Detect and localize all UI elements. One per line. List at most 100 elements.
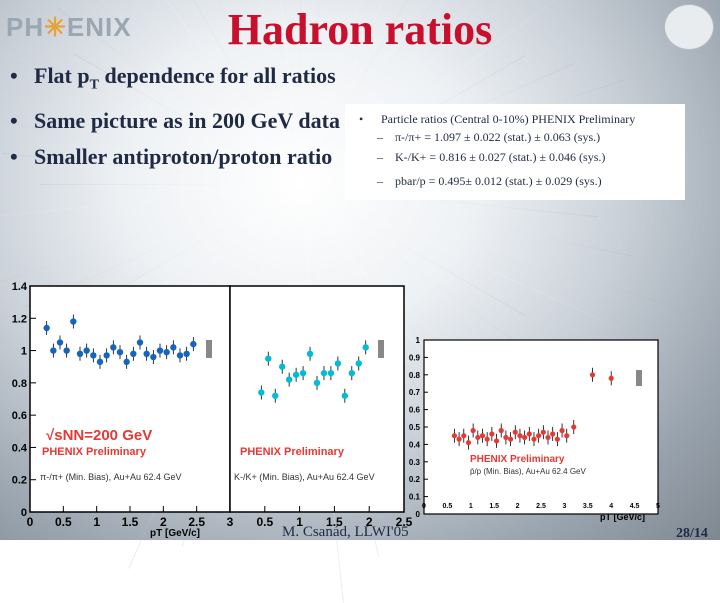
kaon-ratio-point [285,376,293,383]
pion-ratio-point [83,347,90,354]
x-tick-label: 0 [27,515,34,529]
y-tick-label: 0.6 [409,406,421,415]
bullet-list: Flat pT dependence for all ratios Same p… [8,62,348,179]
panel-proton [423,339,659,515]
proton-ratio-point [559,427,565,434]
infobox-line-kaon-text: K-/K+ = 0.816 ± 0.027 (stat.) ± 0.046 (s… [395,150,606,164]
university-seal-icon [664,4,714,50]
y-tick-label: 0.6 [12,410,27,422]
proton-xlabel: pT [GeV/c] [600,512,645,522]
pion-ratio-point [130,350,137,357]
kaon-ratio-point [348,369,355,377]
proton-ratio-point [526,431,532,437]
x-tick-label: 2 [160,515,167,529]
proton-ratio-point [540,429,546,435]
proton-ratio-point [503,434,509,441]
pion-ratio-point [103,352,110,359]
pion-ratio-point [170,344,177,351]
x-tick-label: 0.5 [443,503,453,510]
x-tick-label: 1.5 [489,503,499,510]
kaon-ratio-point [334,360,342,367]
infobox-line-proton-text: pbar/p = 0.495± 0.012 (stat.) ± 0.029 (s… [395,174,602,188]
pion-ratio-point [143,350,150,357]
x-tick-label: 3 [227,515,234,529]
x-tick-label: 1 [469,503,473,510]
y-tick-label: 1 [416,336,421,345]
proton-ratio-point [608,375,614,381]
proton-ratio-point [475,434,481,441]
y-tick-label: 0 [416,510,421,519]
kaon-ratio-point [292,371,300,378]
slide-title: Hadron ratios [227,5,493,54]
infobox-bullet: • [359,112,364,126]
x-tick-label: 4 [609,503,613,510]
proton-prelim-label: PHENIX Preliminary [470,454,565,465]
pion-ratio-point [150,353,157,361]
y-tick-label: 0.2 [12,475,27,487]
proton-ratio-point [461,433,467,439]
pion-ratio-point [163,348,170,356]
bullet-item: Smaller antiproton/proton ratio [8,143,348,171]
phenix-logo: PH✳ENIX [6,12,132,43]
x-tick-label: 1.5 [122,515,139,529]
x-tick-label: 2 [516,503,520,510]
y-tick-label: 0.4 [12,442,28,454]
pion-ratio-point [136,339,144,346]
x-tick-label: 5 [656,503,660,510]
pion-ratio-point [190,340,197,348]
infobox-line-pion-text: π-/π+ = 1.097 ± 0.022 (stat.) ± 0.063 (s… [395,130,601,144]
y-tick-label: 0 [21,507,27,519]
proton-ratio-point [489,431,495,437]
pion-ratio-point [43,324,50,332]
sys-error-marker [636,370,642,386]
kaon-ratio-point [306,350,314,357]
panel-pion [29,285,231,513]
y-tick-label: 0.8 [409,371,421,380]
kaon-ratio-point [258,389,265,396]
proton-ratio-point [465,440,472,446]
pion-ratio-point [90,352,97,359]
proton-ratio-point [451,433,458,439]
proton-ratio-point [550,431,556,437]
logo-post: ENIX [66,12,132,42]
y-tick-label: 1.2 [12,313,27,325]
infobox-heading: Particle ratios (Central 0-10%) PHENIX P… [381,112,636,126]
energy-label: √sNN=200 GeV [46,427,152,444]
pion-ratio-point [116,348,124,356]
kaon-ratio-point [355,360,362,367]
proton-ratio-point [456,436,462,442]
pion-ratio-point [110,344,117,351]
y-tick-label: 1 [21,346,27,358]
x-tick-label: 1.5 [326,515,343,529]
proton-legend: p̄/p (Min. Bias), Au+Au 62.4 GeV [470,467,587,476]
particle-ratios-box: • Particle ratios (Central 0-10%) PHENIX… [345,104,685,200]
kaon-ratio-point [327,369,335,377]
footer-author: M. Csanád, LLWI'05 [282,524,409,540]
y-tick-label: 0.9 [409,353,421,362]
pion-ratio-point [156,347,164,354]
proton-ratio-point [484,436,490,442]
proton-ratio-point [507,436,514,442]
proton-ratio-point [545,434,551,441]
pion-legend: π-/π+ (Min. Bias), Au+Au 62.4 GeV [40,472,181,482]
y-tick-label: 0.1 [409,493,421,502]
proton-ratio-point [571,424,577,430]
bullet-1-rest: dependence for all ratios [98,63,336,88]
proton-ratio-point [517,433,523,439]
x-tick-label: 3 [562,503,566,510]
background-beam [40,184,300,185]
kaon-legend: K-/K+ (Min. Bias), Au+Au 62.4 GeV [234,472,375,482]
pion-ratio-point [63,347,70,354]
pion-ratio-point [96,358,104,366]
pion-ratio-point [183,350,190,357]
pion-xlabel: pT [GeV/c] [150,528,200,539]
proton-ratio-point [589,372,596,378]
y-tick-label: 0.7 [409,388,421,397]
kaon-ratio-point [341,392,349,399]
kaon-ratio-point [272,392,279,399]
x-tick-label: 4.5 [630,503,640,510]
y-tick-label: 0.2 [409,475,421,484]
x-tick-label: 2.5 [536,503,546,510]
proton-ratio-point [531,436,537,442]
proton-ratio-point [522,434,528,441]
